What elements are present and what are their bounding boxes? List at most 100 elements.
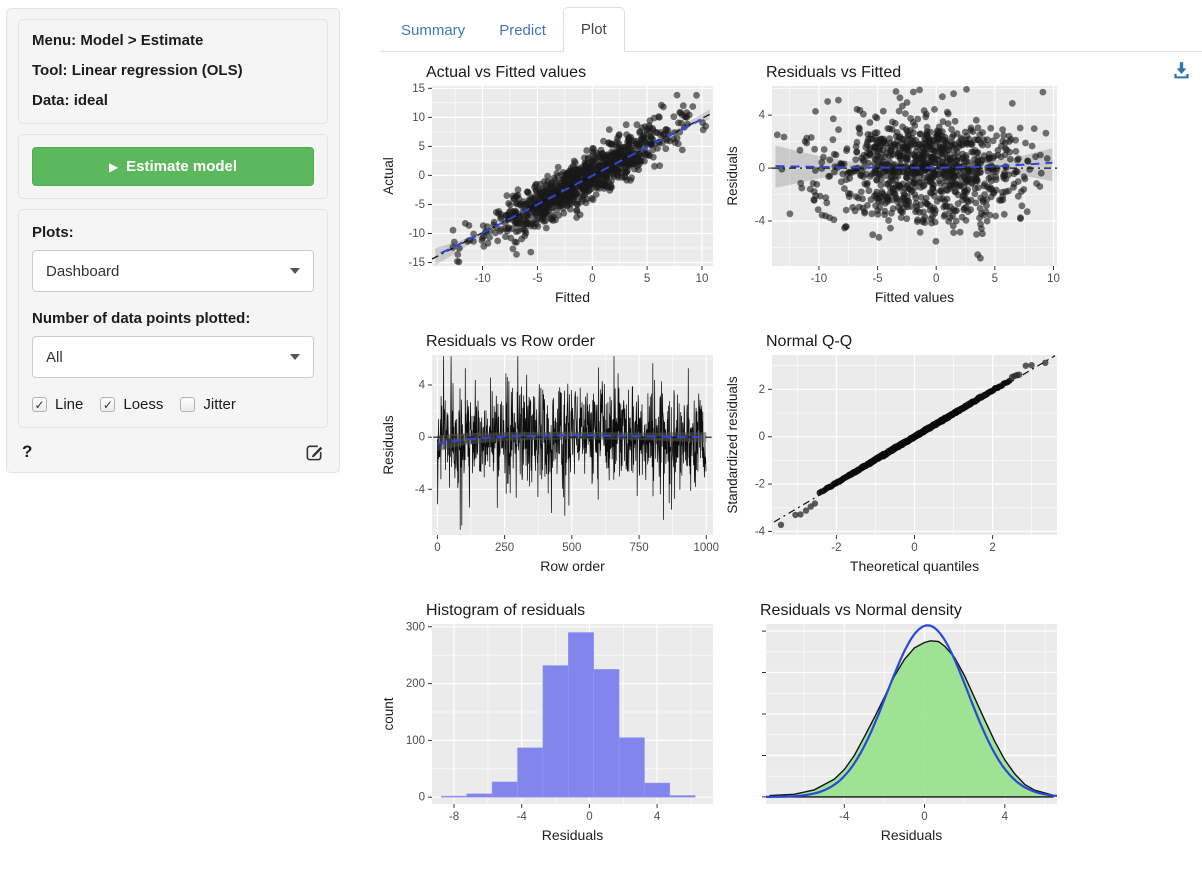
plot-residuals-vs-row-order: 0 250 500 750 1000 -4 0 4 Residuals vs Row order… bbox=[380, 329, 720, 587]
svg-text:-4: -4 bbox=[839, 811, 850, 823]
svg-text:Row order: Row order bbox=[540, 558, 605, 574]
svg-text:-2: -2 bbox=[831, 542, 841, 554]
plot-residuals-vs-fitted: -10 -5 0 5 10 -4 0 4 Residuals vs Fitted Fitted v… bbox=[724, 60, 1064, 318]
svg-text:Normal Q-Q: Normal Q-Q bbox=[766, 333, 852, 350]
diagnostic-plots-grid: -10 -5 0 5 10 -15 -10 -5 0 5 10 15 Actual vs Fitted … bbox=[380, 60, 1064, 856]
svg-text:0: 0 bbox=[759, 163, 765, 175]
svg-text:Residuals: Residuals bbox=[725, 146, 740, 206]
svg-text:Residuals vs Fitted: Residuals vs Fitted bbox=[766, 64, 901, 81]
svg-text:-10: -10 bbox=[811, 273, 828, 285]
svg-text:Histogram of residuals: Histogram of residuals bbox=[426, 602, 585, 619]
plot-options: Line Loess Jitter bbox=[32, 396, 314, 413]
svg-text:5: 5 bbox=[644, 273, 650, 285]
chevron-down-icon bbox=[290, 354, 300, 360]
plot-actual-vs-fitted: -10 -5 0 5 10 -15 -10 -5 0 5 10 15 Actual vs Fitted … bbox=[380, 60, 720, 318]
download-plot-button[interactable] bbox=[1171, 60, 1192, 84]
plots-select[interactable]: Dashboard bbox=[32, 250, 314, 292]
svg-text:0: 0 bbox=[921, 811, 927, 823]
play-icon: ▶ bbox=[108, 159, 119, 174]
svg-text:4: 4 bbox=[419, 380, 426, 392]
plot-controls-panel: Plots: Dashboard Number of data points p… bbox=[18, 209, 328, 428]
svg-text:5: 5 bbox=[992, 273, 998, 285]
svg-text:300: 300 bbox=[406, 621, 425, 633]
plot-normal-qq: -2 0 2 -4 -2 0 2 Normal Q-Q Theoretical quantile… bbox=[724, 329, 1064, 587]
svg-text:0: 0 bbox=[419, 792, 425, 804]
svg-text:4: 4 bbox=[654, 811, 661, 823]
npoints-select-value: All bbox=[46, 348, 63, 366]
svg-text:Actual: Actual bbox=[381, 157, 396, 195]
svg-text:-5: -5 bbox=[415, 199, 425, 211]
svg-text:-10: -10 bbox=[474, 273, 491, 285]
svg-text:10: 10 bbox=[1047, 273, 1060, 285]
plots-select-value: Dashboard bbox=[46, 262, 120, 280]
svg-text:0: 0 bbox=[589, 273, 595, 285]
checkbox-box bbox=[100, 397, 116, 412]
svg-text:0: 0 bbox=[419, 170, 425, 182]
edit-icon[interactable] bbox=[305, 443, 324, 462]
estimate-model-button[interactable]: ▶ Estimate model bbox=[32, 147, 314, 186]
checkbox-loess[interactable]: Loess bbox=[100, 396, 163, 413]
svg-text:750: 750 bbox=[630, 542, 649, 554]
svg-text:count: count bbox=[381, 697, 396, 730]
svg-text:-4: -4 bbox=[755, 526, 766, 538]
checkbox-box bbox=[180, 397, 196, 412]
tab-bar: Summary Predict Plot bbox=[380, 0, 1202, 52]
svg-text:Fitted: Fitted bbox=[555, 289, 590, 305]
svg-text:250: 250 bbox=[495, 542, 514, 554]
svg-text:500: 500 bbox=[562, 542, 581, 554]
svg-text:0: 0 bbox=[933, 273, 939, 285]
npoints-label: Number of data points plotted: bbox=[32, 310, 251, 327]
svg-text:0: 0 bbox=[434, 542, 440, 554]
plot-residuals-vs-normal-density: -4 0 4 Residuals vs Normal density Residuals bbox=[724, 598, 1064, 856]
tab-summary[interactable]: Summary bbox=[401, 22, 466, 39]
svg-text:-2: -2 bbox=[755, 479, 765, 491]
svg-text:1000: 1000 bbox=[694, 542, 720, 554]
svg-text:-4: -4 bbox=[415, 484, 426, 496]
svg-text:0: 0 bbox=[911, 542, 917, 554]
tab-predict[interactable]: Predict bbox=[499, 22, 546, 39]
svg-text:-5: -5 bbox=[532, 273, 542, 285]
svg-text:-8: -8 bbox=[449, 811, 459, 823]
svg-text:Residuals: Residuals bbox=[381, 415, 396, 475]
svg-text:0: 0 bbox=[586, 811, 592, 823]
svg-text:5: 5 bbox=[419, 141, 425, 153]
menu-info: Menu: Model > Estimate bbox=[32, 32, 204, 49]
svg-text:Standardized residuals: Standardized residuals bbox=[725, 376, 740, 514]
svg-text:100: 100 bbox=[406, 735, 425, 747]
svg-text:Residuals: Residuals bbox=[542, 827, 603, 843]
svg-text:-5: -5 bbox=[872, 273, 882, 285]
svg-text:-4: -4 bbox=[517, 811, 528, 823]
tool-info: Tool: Linear regression (OLS) bbox=[32, 62, 243, 79]
sidebar-footer: ? bbox=[18, 438, 328, 464]
plots-label: Plots: bbox=[32, 224, 74, 241]
svg-text:200: 200 bbox=[406, 678, 425, 690]
svg-text:15: 15 bbox=[412, 83, 425, 95]
svg-text:Theoretical quantiles: Theoretical quantiles bbox=[850, 558, 979, 574]
svg-text:10: 10 bbox=[412, 112, 425, 124]
checkbox-box bbox=[32, 397, 47, 412]
data-info: Data: ideal bbox=[32, 92, 108, 109]
svg-text:Fitted values: Fitted values bbox=[875, 289, 954, 305]
help-link[interactable]: ? bbox=[22, 442, 33, 461]
svg-text:2: 2 bbox=[759, 384, 765, 396]
svg-text:Actual vs Fitted values: Actual vs Fitted values bbox=[426, 64, 586, 81]
svg-text:10: 10 bbox=[696, 273, 709, 285]
npoints-select[interactable]: All bbox=[32, 336, 314, 378]
model-info-panel: Menu: Model > Estimate Tool: Linear regr… bbox=[18, 19, 328, 124]
svg-text:-15: -15 bbox=[408, 257, 425, 269]
plot-histogram-of-residuals: -8 -4 0 4 0 100 200 300 Histogram of residuals Re… bbox=[380, 598, 720, 856]
sidebar: Menu: Model > Estimate Tool: Linear regr… bbox=[6, 8, 340, 473]
checkbox-line[interactable]: Line bbox=[32, 396, 83, 413]
svg-text:Residuals vs Row order: Residuals vs Row order bbox=[426, 333, 596, 350]
estimate-panel: ▶ Estimate model bbox=[18, 134, 328, 199]
estimate-model-label: Estimate model bbox=[126, 158, 238, 175]
svg-text:Residuals: Residuals bbox=[881, 827, 942, 843]
tab-plot[interactable]: Plot bbox=[562, 7, 625, 52]
svg-text:4: 4 bbox=[759, 110, 766, 122]
main-content: Summary Predict Plot -10 -5 0 5 10 -15 -10 -5 0 5… bbox=[380, 0, 1202, 872]
checkbox-jitter[interactable]: Jitter bbox=[180, 396, 236, 413]
svg-text:-4: -4 bbox=[755, 216, 766, 228]
svg-text:2: 2 bbox=[989, 542, 995, 554]
svg-text:-10: -10 bbox=[408, 228, 425, 240]
svg-text:Residuals vs Normal density: Residuals vs Normal density bbox=[760, 602, 962, 619]
